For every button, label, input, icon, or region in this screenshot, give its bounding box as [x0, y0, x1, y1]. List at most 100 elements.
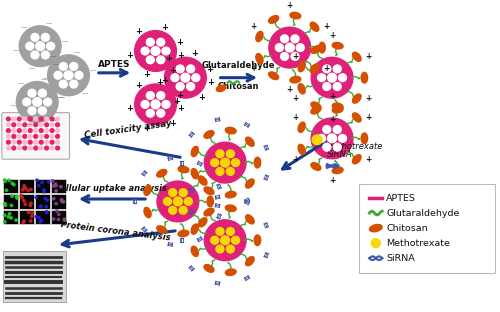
Circle shape — [8, 212, 11, 215]
Ellipse shape — [268, 72, 278, 80]
Circle shape — [42, 190, 45, 193]
Circle shape — [27, 211, 30, 213]
Text: Cell toxicity assay: Cell toxicity assay — [84, 119, 172, 140]
Circle shape — [16, 81, 58, 122]
Circle shape — [62, 201, 65, 203]
Circle shape — [157, 92, 164, 100]
Circle shape — [184, 197, 192, 205]
Circle shape — [50, 123, 54, 127]
Circle shape — [226, 168, 234, 175]
Circle shape — [46, 199, 48, 201]
Circle shape — [64, 71, 73, 80]
Ellipse shape — [144, 185, 151, 195]
Text: Chitosan: Chitosan — [386, 224, 428, 233]
Circle shape — [4, 179, 6, 181]
Text: +: + — [292, 94, 298, 103]
Text: —: — — [46, 21, 52, 26]
Circle shape — [52, 185, 55, 187]
FancyBboxPatch shape — [51, 210, 66, 224]
Text: +: + — [143, 70, 150, 79]
Circle shape — [15, 219, 18, 221]
Ellipse shape — [311, 102, 321, 110]
Circle shape — [42, 33, 50, 41]
Circle shape — [280, 52, 288, 60]
Text: —: — — [12, 48, 19, 53]
Ellipse shape — [207, 196, 214, 207]
Circle shape — [157, 181, 199, 222]
Ellipse shape — [290, 12, 301, 19]
Circle shape — [28, 89, 36, 97]
Circle shape — [11, 195, 14, 197]
Circle shape — [56, 123, 60, 127]
Circle shape — [168, 189, 176, 197]
Circle shape — [216, 245, 224, 253]
Text: +: + — [126, 104, 134, 113]
Circle shape — [164, 197, 172, 205]
Circle shape — [70, 80, 78, 88]
Circle shape — [61, 200, 64, 203]
Circle shape — [220, 236, 230, 245]
Circle shape — [46, 211, 48, 214]
Ellipse shape — [310, 64, 319, 73]
Text: +: + — [250, 22, 256, 31]
Circle shape — [22, 221, 25, 223]
Circle shape — [216, 227, 224, 235]
Circle shape — [337, 165, 339, 167]
Circle shape — [44, 134, 48, 138]
Circle shape — [55, 190, 58, 192]
Circle shape — [28, 146, 32, 150]
Circle shape — [18, 129, 21, 132]
Text: +: + — [190, 50, 198, 58]
Circle shape — [291, 35, 299, 43]
Ellipse shape — [204, 208, 214, 216]
Circle shape — [38, 184, 40, 187]
Circle shape — [6, 140, 10, 144]
Ellipse shape — [191, 224, 198, 234]
Text: +: + — [292, 52, 298, 61]
Circle shape — [23, 134, 26, 138]
Ellipse shape — [226, 127, 236, 134]
Circle shape — [162, 47, 170, 55]
Circle shape — [31, 51, 39, 59]
Text: +: + — [178, 104, 184, 113]
Circle shape — [44, 98, 52, 106]
Circle shape — [40, 117, 43, 121]
Circle shape — [38, 89, 46, 97]
Circle shape — [75, 71, 83, 79]
Circle shape — [40, 146, 43, 150]
Circle shape — [38, 107, 46, 115]
Ellipse shape — [204, 265, 214, 272]
Circle shape — [176, 65, 184, 73]
Text: —: — — [58, 95, 65, 100]
Ellipse shape — [246, 256, 254, 266]
Circle shape — [4, 204, 7, 207]
Text: +: + — [178, 51, 184, 60]
Ellipse shape — [319, 42, 326, 53]
Circle shape — [52, 179, 54, 182]
Circle shape — [323, 143, 331, 151]
Circle shape — [11, 182, 14, 184]
Circle shape — [56, 146, 60, 150]
Circle shape — [44, 117, 48, 121]
Ellipse shape — [254, 157, 260, 168]
Text: SiRNA: SiRNA — [327, 150, 352, 159]
Text: +: + — [324, 64, 330, 73]
Circle shape — [46, 211, 48, 213]
Circle shape — [56, 117, 60, 121]
Text: +: + — [173, 97, 180, 106]
Text: +: + — [168, 119, 175, 128]
Circle shape — [12, 129, 16, 132]
FancyBboxPatch shape — [4, 251, 66, 302]
Circle shape — [328, 134, 336, 143]
Text: +: + — [143, 124, 150, 133]
Ellipse shape — [191, 146, 198, 157]
Circle shape — [6, 134, 10, 138]
Circle shape — [220, 158, 230, 167]
Circle shape — [60, 199, 63, 202]
Circle shape — [56, 134, 60, 138]
Text: +: + — [366, 113, 372, 122]
Circle shape — [204, 220, 246, 261]
Circle shape — [60, 80, 68, 88]
Circle shape — [46, 42, 54, 50]
Circle shape — [232, 159, 239, 167]
